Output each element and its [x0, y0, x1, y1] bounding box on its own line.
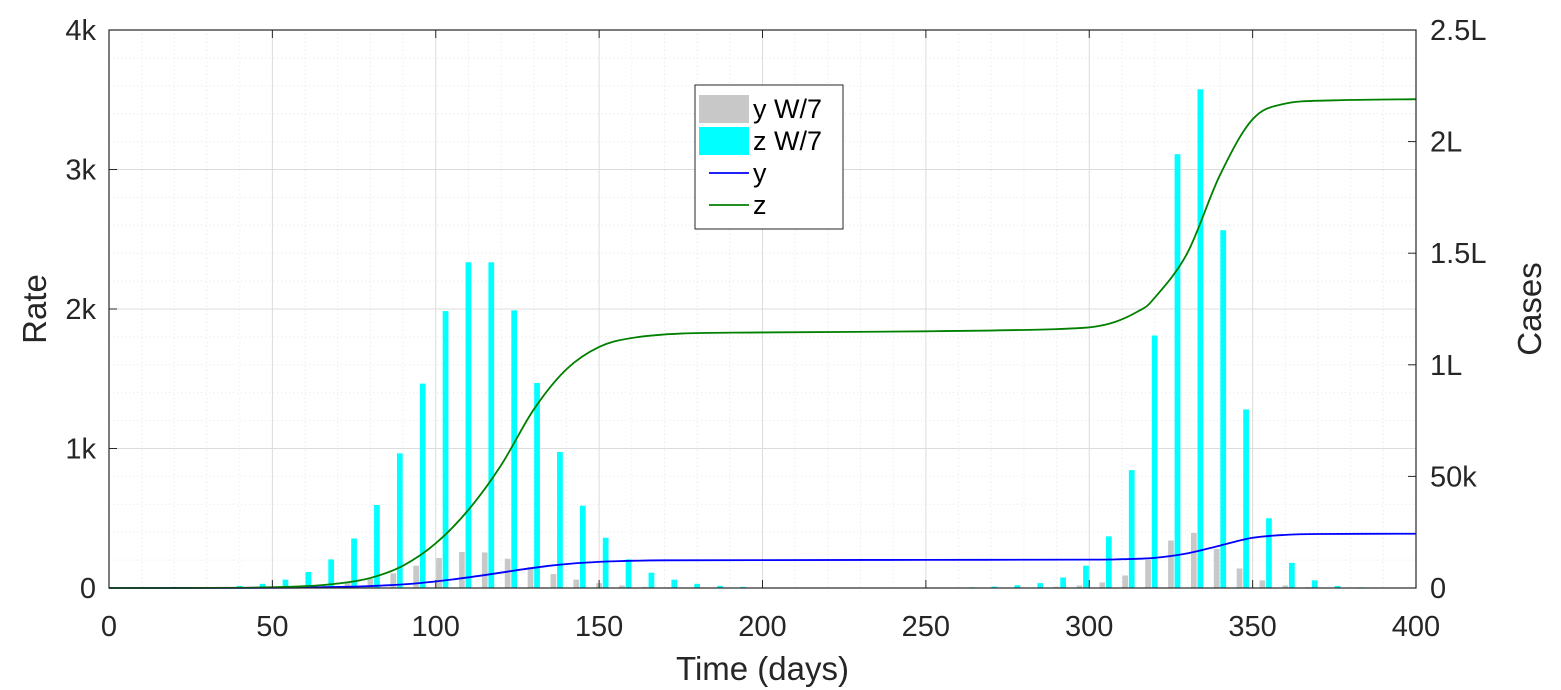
bar-z-w-7: [1151, 335, 1158, 588]
x-tick-label: 100: [412, 611, 460, 643]
bar-y-w-7: [1190, 532, 1197, 588]
bar-z-w-7: [1243, 409, 1249, 588]
x-tick-label: 0: [101, 611, 117, 643]
bar-y-w-7: [573, 579, 580, 588]
legend-label-z-w-7: z W/7: [753, 126, 822, 156]
y-right-tick-label: 50k: [1430, 461, 1477, 493]
bar-y-w-7: [1236, 568, 1243, 588]
x-axis-title: Time (days): [676, 650, 849, 687]
bar-z-w-7: [1311, 580, 1318, 588]
legend-label-y-w-7: y W/7: [753, 94, 822, 124]
y-left-tick-label: 0: [80, 573, 96, 605]
y-left-tick-label: 2k: [65, 294, 96, 326]
y-left-tick-label: 1k: [65, 434, 96, 466]
y-right-tick-label: 2L: [1430, 127, 1462, 159]
bar-z-w-7: [1106, 536, 1112, 588]
bar-y-w-7: [413, 565, 420, 588]
x-tick-label: 150: [575, 611, 623, 643]
bar-y-w-7: [550, 574, 557, 588]
x-tick-label: 50: [256, 611, 288, 643]
bar-z-w-7: [442, 311, 449, 588]
bar-z-w-7: [465, 262, 472, 588]
bar-z-w-7: [1174, 154, 1181, 588]
legend-label-y: y: [753, 158, 767, 188]
bar-y-w-7: [344, 582, 351, 588]
bar-y-w-7: [390, 573, 397, 588]
bar-y-w-7: [1168, 540, 1174, 588]
bar-y-w-7: [481, 552, 488, 588]
bar-y-w-7: [436, 558, 442, 588]
y-right-tick-label: 0: [1430, 573, 1446, 605]
bar-y-w-7: [367, 578, 374, 588]
bar-z-w-7: [1128, 470, 1135, 588]
bar-z-w-7: [396, 453, 403, 588]
bar-z-w-7: [1037, 583, 1044, 588]
bar-y-w-7: [1122, 575, 1129, 588]
x-tick-label: 350: [1228, 611, 1276, 643]
bar-y-w-7: [1099, 582, 1106, 588]
bar-y-w-7: [459, 552, 465, 588]
bar-y-w-7: [504, 558, 511, 588]
bar-z-w-7: [1197, 89, 1204, 588]
legend-swatch-z-w-7: [699, 127, 749, 155]
bar-z-w-7: [557, 451, 563, 588]
x-tick-label: 400: [1392, 611, 1440, 643]
bar-z-w-7: [305, 571, 312, 588]
bar-z-w-7: [1083, 565, 1089, 588]
bar-y-w-7: [1259, 580, 1266, 588]
bar-z-w-7: [991, 586, 998, 588]
bar-z-w-7: [374, 505, 380, 588]
y-right-tick-label: 2.5L: [1430, 15, 1486, 47]
bar-y-w-7: [619, 585, 625, 588]
y-right-tick-label: 1.5L: [1430, 238, 1486, 270]
x-tick-label: 250: [902, 611, 950, 643]
legend-label-z: z: [753, 190, 767, 220]
bar-z-w-7: [1220, 230, 1227, 588]
bars: [213, 89, 1364, 588]
y-axis-left-title: Rate: [16, 274, 53, 344]
bar-y-w-7: [1213, 548, 1220, 588]
bar-z-w-7: [717, 585, 723, 588]
bar-z-w-7: [625, 559, 632, 588]
bar-y-w-7: [527, 567, 534, 588]
bar-z-w-7: [1334, 585, 1341, 588]
series-line-y: [108, 532, 1417, 589]
bar-z-w-7: [579, 505, 586, 588]
bar-z-w-7: [351, 538, 357, 588]
y-axis-right-title: Cases: [1511, 262, 1548, 356]
bar-z-w-7: [1014, 585, 1021, 588]
bar-z-w-7: [1060, 577, 1066, 588]
y-left-tick-label: 3k: [65, 155, 96, 187]
x-tick-label: 300: [1065, 611, 1113, 643]
bar-z-w-7: [511, 310, 518, 588]
bar-y-w-7: [1145, 559, 1151, 588]
bar-z-w-7: [694, 583, 701, 588]
bar-z-w-7: [1266, 518, 1272, 588]
bar-y-w-7: [1076, 585, 1083, 588]
bar-z-w-7: [534, 382, 540, 588]
bar-z-w-7: [328, 559, 335, 588]
bar-z-w-7: [419, 383, 426, 588]
bar-z-w-7: [671, 579, 678, 588]
bar-z-w-7: [602, 537, 609, 588]
y-left-tick-label: 4k: [65, 15, 96, 47]
ticks: 0 50 100 150 200 250 300 350 400 0 1k 2k 3k 4k 0 50k 1L 1…: [65, 15, 1486, 643]
lines: [108, 98, 1417, 589]
bar-y-w-7: [1282, 585, 1289, 588]
bar-z-w-7: [1288, 562, 1295, 588]
bar-z-w-7: [648, 572, 655, 588]
legend: y W/7z W/7yz: [694, 84, 844, 230]
y-right-tick-label: 1L: [1430, 350, 1462, 382]
bar-z-w-7: [488, 262, 495, 588]
bar-z-w-7: [282, 579, 289, 588]
x-tick-label: 200: [738, 611, 786, 643]
series-line-z: [108, 98, 1417, 589]
bar-z-w-7: [259, 583, 266, 588]
legend-swatch-y-w-7: [699, 95, 749, 123]
